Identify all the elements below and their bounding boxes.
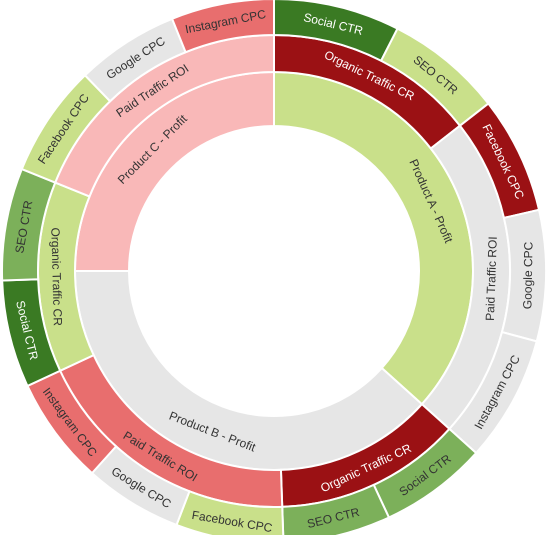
label-google-cpc-ring3-3: Google CPC bbox=[520, 241, 535, 309]
segment-instagram-cpc-ring3-14[interactable] bbox=[170, 0, 275, 54]
label-paid-traffic-roi-ring2-1: Paid Traffic ROI bbox=[483, 236, 500, 321]
label-organic-traffic-cr-ring2-4: Organic Traffic CR bbox=[48, 227, 65, 326]
